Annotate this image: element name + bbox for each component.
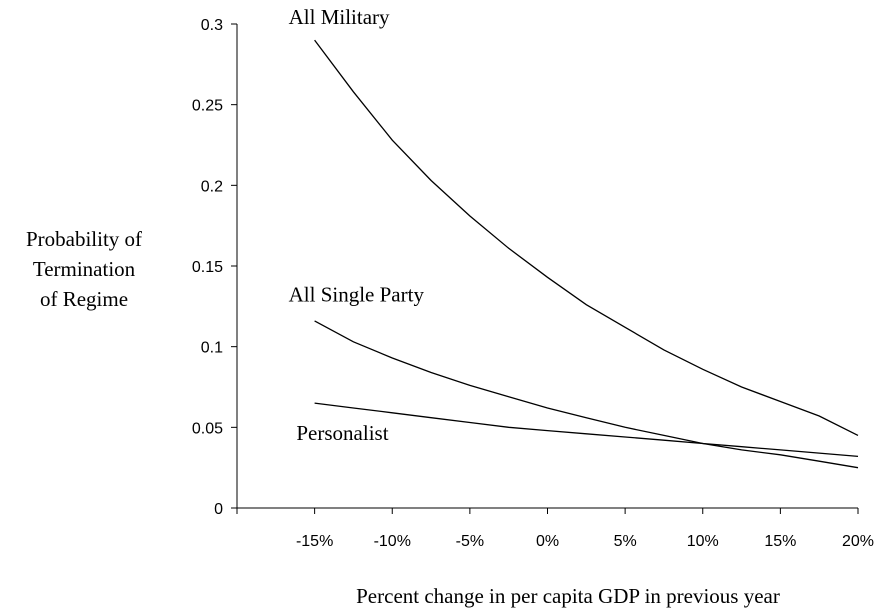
y-tick-label: 0.25: [192, 98, 223, 115]
y-tick-label: 0: [214, 501, 223, 518]
x-tick-label: 20%: [842, 533, 874, 550]
series-label: All Single Party: [289, 282, 425, 306]
x-tick-label: 5%: [614, 533, 637, 550]
x-axis-label: Percent change in per capita GDP in prev…: [356, 584, 780, 608]
y-tick-label: 0.1: [201, 340, 223, 357]
y-axis-label-line-1: Probability of: [26, 227, 142, 251]
series-lines: [314, 39, 859, 469]
y-tick-label: 0.05: [192, 420, 223, 437]
axes: 0 0.05 0.1 0.15 0.2 0.25 0.3 -15% -10% -5% 0% 5% 10%…: [192, 17, 874, 550]
series-line: [314, 402, 859, 458]
series-line: [314, 39, 859, 436]
y-tick-label: 0.2: [201, 178, 223, 195]
y-tick-label: 0.3: [201, 17, 223, 34]
series-labels: All Military All Single Party Personalist: [289, 5, 425, 445]
y-tick-label: 0.15: [192, 259, 223, 276]
x-tick-label: -5%: [456, 533, 484, 550]
x-tick-label: 15%: [764, 533, 796, 550]
series-label: All Military: [289, 5, 390, 29]
y-axis-label-line-2: Termination: [33, 257, 136, 281]
x-tick-label: 10%: [687, 533, 719, 550]
series-line: [314, 320, 859, 469]
x-tick-label: -15%: [296, 533, 333, 550]
x-tick-label: -10%: [374, 533, 411, 550]
x-tick-label: 0%: [536, 533, 559, 550]
series-label: Personalist: [296, 421, 388, 445]
y-axis-label-line-3: of Regime: [40, 287, 128, 311]
